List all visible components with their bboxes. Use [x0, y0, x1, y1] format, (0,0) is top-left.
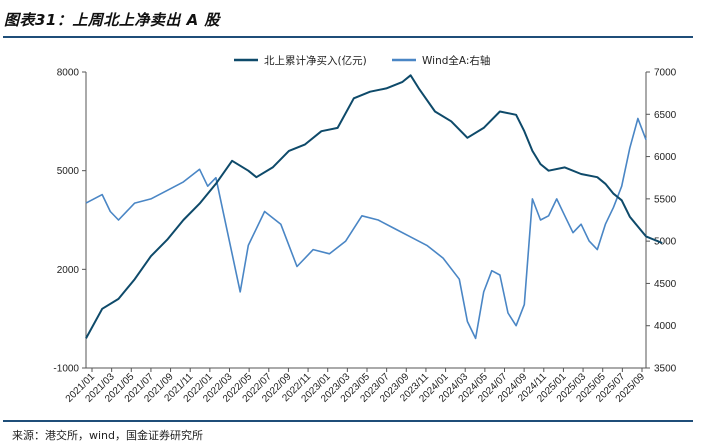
- series-line-wind-a: [85, 117, 647, 340]
- y-left-tick-label: 5000: [57, 166, 80, 177]
- y-right-tick-label: 5000: [654, 237, 677, 248]
- title-rule: [3, 36, 693, 38]
- chart-title: 图表31：上周北上净卖出 A 股: [4, 11, 220, 29]
- y-right-tick-label: 6000: [654, 152, 677, 163]
- series-line-northbound: [85, 74, 663, 339]
- y-right-tick-label: 3500: [654, 364, 677, 375]
- legend-label-northbound: 北上累计净买入(亿元): [264, 54, 367, 67]
- legend-label-wind-a: Wind全A:右轴: [422, 54, 490, 67]
- y-right-tick-label: 4000: [654, 321, 677, 332]
- y-left-tick-label: 2000: [57, 265, 80, 276]
- source-note: 来源：港交所，wind，国金证券研究所: [12, 429, 204, 442]
- y-right-tick-label: 5500: [654, 194, 677, 205]
- axes: -1000 2000 5000 8000 3500 4000 4500 5000 5500 600…: [53, 68, 676, 405]
- y-left-tick-label: 8000: [57, 68, 80, 79]
- y-right-tick-label: 6500: [654, 110, 677, 121]
- y-left-tick-label: -1000: [53, 364, 79, 375]
- legend: 北上累计净买入(亿元) Wind全A:右轴: [234, 54, 490, 67]
- footer-rule: [3, 420, 693, 422]
- y-right-tick-label: 7000: [654, 68, 677, 79]
- y-right-tick-label: 4500: [654, 279, 677, 290]
